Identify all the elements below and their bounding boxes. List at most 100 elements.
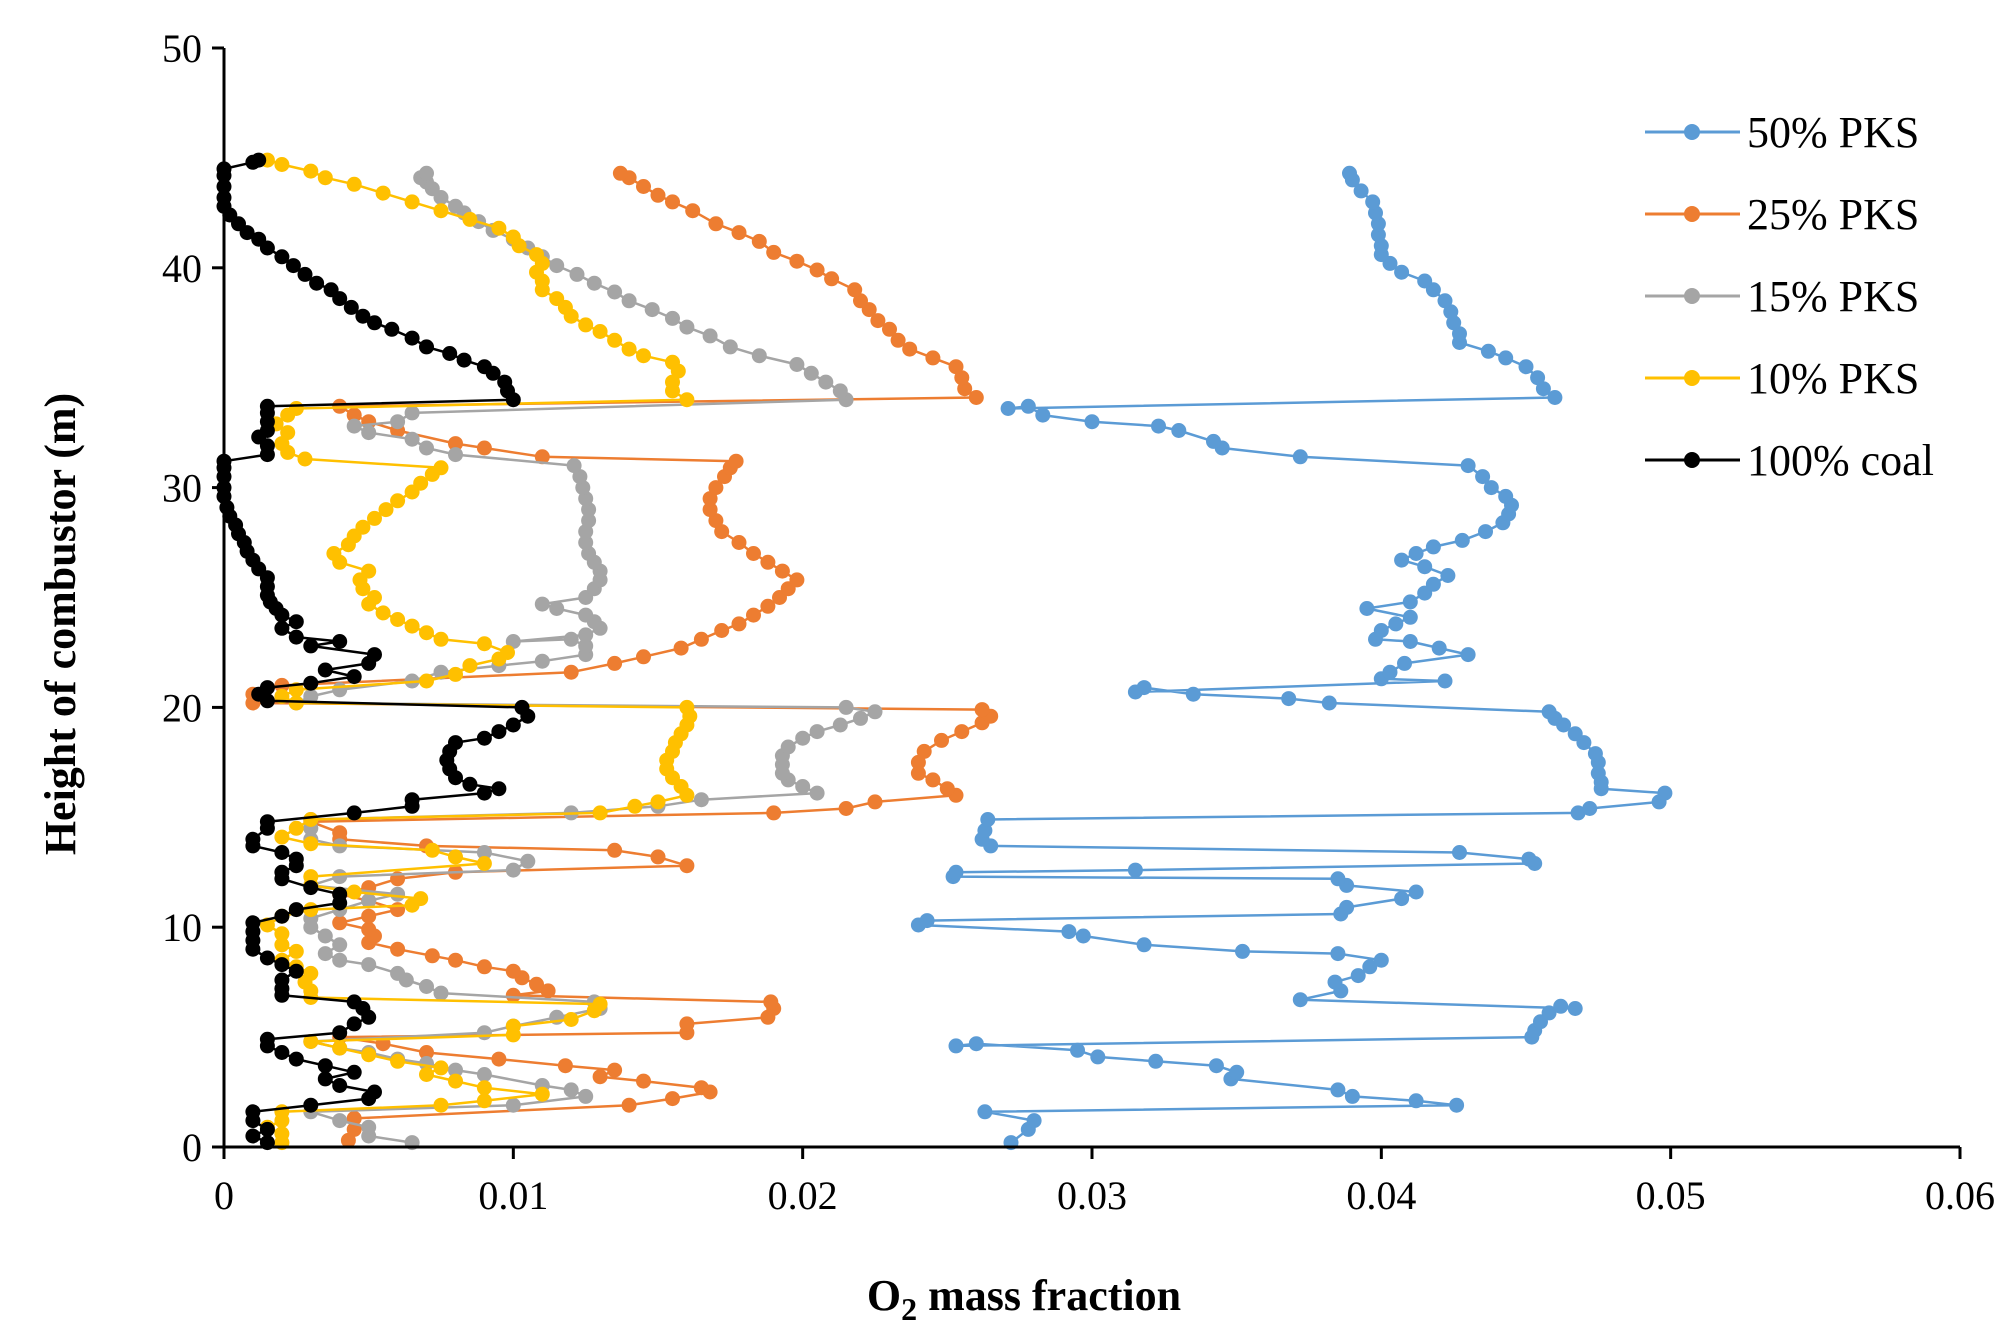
data-point-25-pks [607,1062,623,1078]
data-point-50-pks [1437,293,1453,309]
y-axis-title: Height of combustor (m) [36,393,85,855]
data-point-10-pks [390,1053,406,1069]
data-point-15-pks [818,374,834,390]
data-point-50-pks [948,864,964,880]
data-point-25-pks [424,948,440,964]
legend-item-10-pks: 10% PKS [1645,354,1919,403]
data-point-15-pks [390,965,406,981]
data-point-50-pks [1483,480,1499,496]
data-point-10-pks [433,460,449,476]
legend-swatch-marker [1684,124,1700,140]
data-point-25-pks [766,244,782,260]
data-point-100-coal [404,792,420,808]
data-point-10-pks [476,636,492,652]
y-tick-label: 50 [162,26,202,71]
data-point-25-pks [679,858,695,874]
data-point-10-pks [621,341,637,357]
data-point-25-pks [751,233,767,249]
data-point-100-coal [259,814,275,830]
data-point-50-pks [1127,684,1143,700]
data-point-100-coal [274,1045,290,1060]
data-point-10-pks [607,332,623,348]
data-point-15-pks [578,607,594,623]
data-point-10-pks [346,884,362,900]
data-point-10-pks [505,1018,521,1034]
data-point-50-pks [1151,418,1166,434]
data-point-25-pks [332,825,348,841]
data-point-100-coal [346,1064,362,1080]
data-point-50-pks [1353,183,1369,199]
data-point-25-pks [346,407,362,423]
data-point-100-coal [332,1078,348,1093]
y-ticks: 0 10 20 30 40 50 [162,26,224,1170]
data-point-15-pks [505,1097,521,1113]
data-point-25-pks [948,359,964,375]
data-point-25-pks [505,987,521,1003]
data-point-10-pks [433,631,449,647]
data-point-50-pks [1339,899,1355,915]
data-point-100-coal [274,957,290,973]
legend: 50% PKS 25% PKS 15% PKS 10% PKS 100% coal [1645,108,1934,485]
data-point-15-pks [563,631,579,647]
data-point-10-pks [419,625,434,641]
data-point-25-pks [491,1051,507,1067]
data-point-10-pks [274,926,290,942]
data-point-25-pks [731,535,747,550]
data-point-10-pks [665,354,680,370]
data-point-10-pks [413,891,429,907]
data-point-25-pks [925,350,941,366]
data-point-25-pks [974,702,990,718]
data-point-50-pks [1408,1093,1424,1109]
data-point-50-pks [1440,568,1456,583]
data-point-15-pks [795,730,811,746]
data-point-100-coal [245,1104,261,1120]
data-point-50-pks [980,812,996,827]
data-point-25-pks [708,513,724,529]
data-point-50-pks [1402,594,1418,610]
data-point-50-pks [1327,974,1343,990]
data-point-50-pks [1000,401,1016,416]
data-point-15-pks [448,1062,463,1078]
y-tick-label: 10 [162,905,202,950]
data-point-25-pks [847,282,863,298]
data-point-25-pks [916,743,932,759]
data-point-15-pks [578,535,594,550]
data-point-25-pks [882,321,897,337]
data-point-10-pks [433,1097,449,1113]
data-point-50-pks [1342,165,1357,181]
data-point-15-pks [751,348,767,364]
data-point-50-pks [1452,845,1467,860]
data-point-15-pks [569,266,585,282]
data-point-15-pks [476,1025,492,1041]
data-point-100-coal [505,717,521,733]
data-point-100-coal [346,994,362,1010]
data-point-25-pks [448,436,463,452]
data-point-10-pks [303,965,319,981]
data-point-10-pks [274,1104,290,1120]
legend-item-100-coal: 100% coal [1645,436,1934,485]
data-point-25-pks [838,801,854,816]
data-point-15-pks [332,937,348,953]
data-point-25-pks [714,623,730,638]
data-point-100-coal [288,963,304,979]
data-point-25-pks [968,390,984,405]
data-point-15-pks [832,717,848,733]
data-point-25-pks [789,572,805,588]
data-point-25-pks [708,216,724,232]
data-point-15-pks [578,638,594,654]
data-point-50-pks [1061,924,1077,940]
legend-item-50-pks: 50% PKS [1645,108,1919,157]
data-point-50-pks [1460,458,1476,474]
data-point-10-pks [476,1080,492,1096]
data-point-50-pks [1373,623,1389,638]
data-point-15-pks [534,596,550,612]
data-point-25-pks [760,598,776,614]
data-point-100-coal [245,1128,261,1144]
x-axis-title-rest: mass fraction [917,1271,1181,1320]
data-point-15-pks [803,365,819,381]
data-point-50-pks [1417,273,1433,289]
data-point-15-pks [332,1113,348,1129]
data-point-10-pks [505,229,521,245]
data-point-50-pks [1397,655,1412,671]
y-tick-label: 30 [162,466,202,511]
